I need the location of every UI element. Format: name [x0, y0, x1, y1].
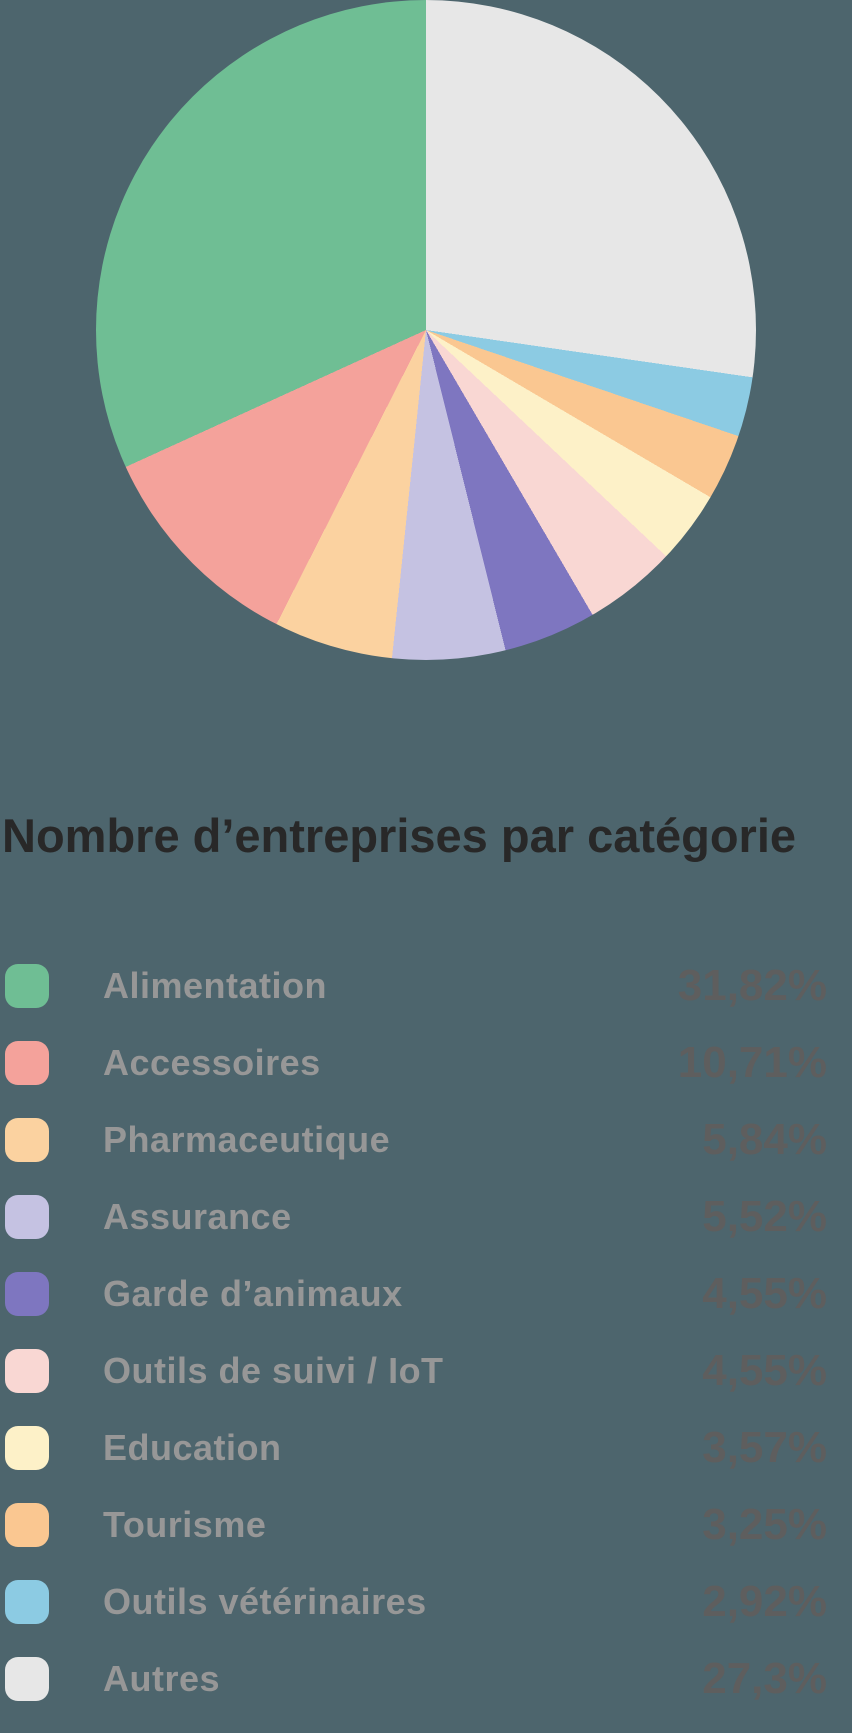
legend-label: Alimentation: [103, 964, 328, 1006]
legend-value: 31,82%: [677, 960, 827, 1010]
legend-value: 10,71%: [677, 1037, 827, 1087]
legend-row: Education 3,57%: [5, 1422, 827, 1472]
legend-value: 4,55%: [702, 1345, 827, 1395]
legend-label: Pharmaceutique: [103, 1118, 391, 1160]
legend-row: Alimentation 31,82%: [5, 960, 827, 1010]
legend-label: Education: [103, 1426, 282, 1468]
legend-swatch: [5, 963, 49, 1008]
legend-value: 5,84%: [702, 1114, 827, 1164]
legend-value: 2,92%: [702, 1576, 827, 1626]
legend-value: 27,3%: [702, 1653, 827, 1703]
legend-row: Assurance 5,52%: [5, 1191, 827, 1241]
legend-label: Tourisme: [103, 1503, 267, 1545]
legend-swatch: [5, 1040, 49, 1085]
legend-swatch: [5, 1271, 49, 1316]
legend-value: 3,25%: [702, 1499, 827, 1549]
legend-row: Pharmaceutique 5,84%: [5, 1114, 827, 1164]
legend-row: Accessoires 10,71%: [5, 1037, 827, 1087]
legend-label: Assurance: [103, 1195, 292, 1237]
legend-value: 3,57%: [702, 1422, 827, 1472]
legend-label: Accessoires: [103, 1041, 321, 1083]
legend-value: 4,55%: [702, 1268, 827, 1318]
legend-row: Garde d’animaux 4,55%: [5, 1268, 827, 1318]
legend-swatch: [5, 1348, 49, 1393]
legend-label: Outils vétérinaires: [103, 1580, 427, 1622]
chart-title: Nombre d’entreprises par catégorie: [2, 809, 797, 862]
legend-row: Outils vétérinaires 2,92%: [5, 1576, 827, 1626]
legend-row: Tourisme 3,25%: [5, 1499, 827, 1549]
legend-swatch: [5, 1502, 49, 1547]
pie-chart: [96, 0, 756, 660]
legend-row: Outils de suivi / IoT 4,55%: [5, 1345, 827, 1395]
legend-label: Autres: [103, 1657, 221, 1699]
legend-row: Autres 27,3%: [5, 1653, 827, 1703]
legend-label: Garde d’animaux: [103, 1272, 403, 1314]
chart-legend: Alimentation 31,82% Accessoires 10,71% P…: [5, 960, 827, 1733]
legend-swatch: [5, 1425, 49, 1470]
legend-label: Outils de suivi / IoT: [103, 1349, 444, 1391]
legend-swatch: [5, 1656, 49, 1701]
legend-swatch: [5, 1194, 49, 1239]
legend-swatch: [5, 1579, 49, 1624]
legend-value: 5,52%: [702, 1191, 827, 1241]
legend-swatch: [5, 1117, 49, 1162]
